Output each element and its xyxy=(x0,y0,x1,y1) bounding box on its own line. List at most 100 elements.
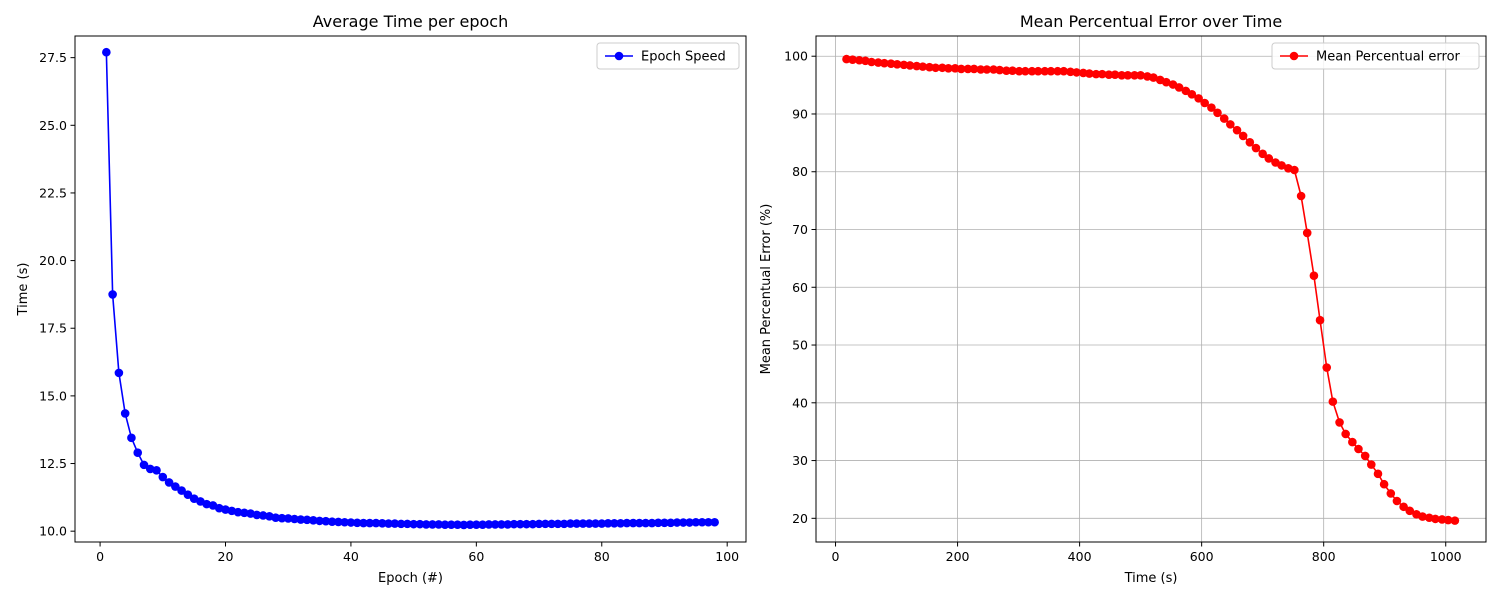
data-point xyxy=(1315,315,1325,325)
data-point xyxy=(503,520,513,529)
data-point xyxy=(1020,66,1030,76)
data-point xyxy=(1213,108,1222,118)
data-point xyxy=(691,517,701,527)
series-0 xyxy=(102,47,719,530)
x-ticks: 0 20 40 60 80 100 xyxy=(96,542,739,564)
data-point xyxy=(1366,460,1376,469)
x-tick-label: 40 xyxy=(343,549,359,564)
y-tick-label: 90 xyxy=(792,106,808,121)
data-point xyxy=(1264,154,1274,163)
data-point xyxy=(120,409,130,418)
data-point xyxy=(1219,114,1229,123)
data-point xyxy=(478,520,487,529)
data-point xyxy=(995,65,1004,75)
x-tick-label: 20 xyxy=(218,549,234,564)
data-point xyxy=(296,515,306,524)
data-point xyxy=(1053,66,1062,76)
data-point xyxy=(1450,516,1460,525)
data-point xyxy=(377,519,387,528)
data-point xyxy=(1405,506,1415,516)
data-point xyxy=(704,517,713,527)
y-tick-label: 80 xyxy=(792,164,808,179)
x-tick-label: 200 xyxy=(946,549,970,564)
data-point xyxy=(1117,70,1127,80)
data-point xyxy=(880,58,889,68)
data-point xyxy=(1187,90,1197,99)
data-point xyxy=(158,472,168,482)
data-point xyxy=(1130,70,1139,80)
data-point xyxy=(127,433,136,443)
data-point xyxy=(1443,515,1453,525)
data-point xyxy=(164,478,174,487)
data-point xyxy=(1200,98,1209,108)
data-point xyxy=(1027,66,1037,76)
data-point xyxy=(622,518,632,528)
data-point xyxy=(647,518,657,528)
data-point xyxy=(171,482,180,491)
data-point xyxy=(421,520,431,529)
legend-marker xyxy=(614,51,624,61)
y-tick-label: 12.5 xyxy=(39,456,67,471)
y-axis-label: Time (s) xyxy=(16,263,31,317)
x-tick-label: 800 xyxy=(1312,549,1336,564)
data-point xyxy=(697,517,707,527)
data-point xyxy=(1354,444,1363,454)
data-point xyxy=(666,518,676,528)
data-point xyxy=(528,519,538,529)
data-point xyxy=(918,62,928,71)
data-point xyxy=(1322,363,1332,372)
data-point xyxy=(534,519,544,529)
data-point xyxy=(340,517,349,527)
data-point xyxy=(133,448,143,458)
legend: Mean Percentual error xyxy=(1271,42,1480,70)
data-point xyxy=(547,519,556,529)
data-point xyxy=(240,508,249,518)
data-point xyxy=(566,519,575,528)
data-point xyxy=(515,519,525,529)
y-tick-label: 20 xyxy=(792,511,808,526)
data-point xyxy=(321,516,331,526)
data-point xyxy=(1348,437,1357,447)
data-point xyxy=(591,519,600,528)
y-tick-label: 27.5 xyxy=(39,50,67,65)
data-point xyxy=(1328,397,1338,406)
y-tick-label: 22.5 xyxy=(39,185,67,200)
data-point xyxy=(1161,77,1171,87)
data-point xyxy=(541,519,550,529)
data-point xyxy=(1431,514,1440,524)
data-point xyxy=(1226,120,1235,129)
data-point xyxy=(365,518,375,528)
data-point xyxy=(1360,451,1370,461)
data-point xyxy=(1033,66,1043,76)
data-point xyxy=(490,520,500,529)
data-point xyxy=(1238,131,1248,141)
y-tick-label: 17.5 xyxy=(39,321,67,336)
data-point xyxy=(108,290,117,299)
data-point xyxy=(371,518,381,528)
data-point xyxy=(352,518,362,528)
x-axis-label: Epoch (#) xyxy=(378,571,443,586)
y-tick-label: 40 xyxy=(792,395,808,410)
data-point xyxy=(1379,479,1389,489)
x-tick-label: 400 xyxy=(1068,549,1092,564)
legend-box xyxy=(1271,42,1480,70)
data-point xyxy=(327,517,337,527)
data-point xyxy=(1194,94,1203,103)
data-point xyxy=(403,519,412,529)
data-point xyxy=(1392,496,1402,506)
y-tick-label: 70 xyxy=(792,222,808,237)
data-point xyxy=(484,520,494,529)
data-point xyxy=(258,511,268,520)
x-tick-label: 0 xyxy=(832,549,840,564)
axes-frame xyxy=(74,35,747,543)
data-point xyxy=(956,64,966,74)
data-point xyxy=(1123,70,1133,80)
data-point xyxy=(616,519,625,528)
data-point xyxy=(635,518,644,528)
data-point xyxy=(446,520,456,529)
data-point xyxy=(152,465,161,475)
data-point xyxy=(409,519,418,529)
data-point xyxy=(334,517,343,527)
y-tick-label: 30 xyxy=(792,453,808,468)
